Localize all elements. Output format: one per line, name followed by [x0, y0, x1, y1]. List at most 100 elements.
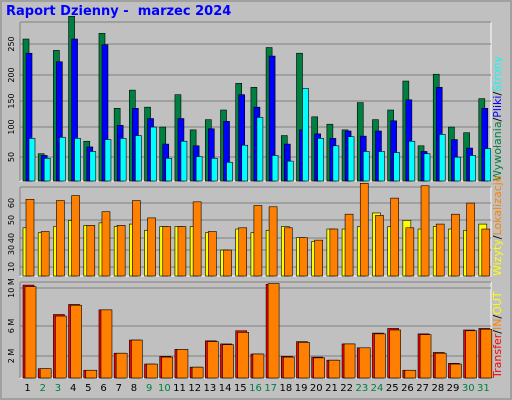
top-tick-label: 250	[7, 36, 16, 51]
bottom-bar-in	[207, 341, 219, 379]
x-tick-label: 1	[24, 383, 30, 394]
middle-bar-lokalizacje	[329, 228, 339, 277]
top-bar-strony	[89, 151, 97, 182]
top-bar-strony	[286, 160, 294, 182]
middle-bar-lokalizacje	[435, 223, 445, 277]
middle-bar-lokalizacje	[86, 225, 96, 277]
middle-bar-lokalizacje	[314, 239, 323, 277]
bottom-bar-in	[358, 347, 371, 379]
middle-tick-label: 60	[7, 198, 16, 208]
middle-tick-label: 30	[7, 245, 16, 255]
middle-bar-lokalizacje	[283, 227, 293, 277]
middle-bar-lokalizacje	[56, 200, 65, 277]
bottom-tick-label: 2 M	[7, 349, 16, 364]
middle-bar-lokalizacje	[420, 185, 430, 277]
top-bar-strony	[438, 134, 446, 182]
x-tick-label: 29	[447, 383, 460, 394]
bottom-bar-in	[222, 344, 234, 379]
x-tick-label: 16	[249, 383, 262, 394]
bottom-bar-in	[313, 357, 325, 379]
top-bar-strony	[119, 138, 127, 182]
bottom-bar-in	[176, 349, 189, 379]
x-tick-label: 18	[280, 383, 293, 394]
top-bar-strony	[241, 144, 249, 182]
bottom-bar-in	[465, 330, 477, 379]
legend-entry: /	[491, 315, 504, 319]
middle-bar-lokalizacje	[405, 227, 415, 277]
x-tick-label: 30	[462, 383, 475, 394]
legend-entry: /	[491, 117, 504, 121]
bottom-bar-in	[70, 304, 82, 379]
legend-entry: IN	[491, 319, 504, 330]
bottom-bar-in	[191, 366, 204, 379]
bottom-bar-in	[55, 315, 67, 379]
x-tick-label: 21	[325, 383, 338, 394]
bottom-bar-in	[115, 352, 128, 379]
bottom-bar-in	[389, 329, 401, 379]
x-tick-label: 24	[371, 383, 384, 394]
middle-bar-lokalizacje	[238, 227, 248, 277]
bottom-bar-in	[343, 343, 356, 379]
middle-bar-lokalizacje	[25, 199, 35, 277]
bottom-bar-in	[450, 363, 462, 379]
legend-entry: Lokalizacje	[491, 175, 504, 235]
middle-bar-lokalizacje	[40, 231, 50, 277]
top-bar-strony	[332, 145, 340, 182]
x-tick-label: 31	[477, 383, 490, 394]
x-tick-label: 22	[340, 383, 353, 394]
x-tick-label: 10	[158, 383, 171, 394]
top-tick-label: 200	[7, 67, 16, 82]
bottom-tick-label: 10 M	[7, 278, 16, 298]
top-bar-strony	[74, 138, 81, 182]
middle-bar-lokalizacje	[162, 226, 172, 277]
middle-bar-lokalizacje	[71, 195, 80, 277]
bottom-bar-in	[39, 368, 52, 379]
bottom-bar-in	[252, 353, 265, 379]
bottom-legend: Transfer/IN/OUT	[491, 291, 504, 379]
x-tick-label: 15	[234, 383, 247, 394]
top-bar-strony	[271, 155, 279, 182]
middle-legend: Wizyty/Lokalizacje	[491, 175, 504, 276]
top-bar-strony	[347, 136, 355, 182]
middle-bar-lokalizacje	[268, 206, 278, 277]
x-tick-label: 25	[386, 383, 399, 394]
bottom-bar-in	[404, 369, 417, 379]
legend-entry: Transfer	[491, 333, 504, 379]
top-bar-strony	[393, 152, 400, 182]
x-tick-label: 3	[55, 383, 61, 394]
top-bar-strony	[28, 138, 36, 182]
top-bar-strony	[423, 153, 431, 182]
middle-tick-label: 10	[7, 262, 16, 272]
bottom-bar-in	[24, 286, 37, 379]
top-bar-strony	[378, 151, 385, 182]
x-tick-label: 26	[401, 383, 414, 394]
bottom-bar-in	[237, 332, 250, 379]
bottom-bar-in	[480, 328, 493, 379]
middle-bar-lokalizacje	[208, 231, 217, 277]
legend-entry: /	[491, 235, 504, 239]
bottom-bar-in	[85, 369, 98, 379]
top-bar-strony	[135, 135, 142, 182]
report-title: Raport Dzienny - marzec 2024	[6, 4, 232, 19]
middle-bar-lokalizacje	[177, 226, 187, 277]
middle-bar-lokalizacje	[253, 205, 263, 277]
top-bar-strony	[180, 140, 188, 182]
bottom-bar-in	[374, 333, 386, 379]
top-bar-strony	[59, 136, 66, 182]
bottom-bar-in	[146, 363, 158, 379]
x-tick-label: 17	[264, 383, 277, 394]
top-legend: Wywołania/Pliki/Strony	[491, 56, 504, 181]
top-tick-label: 100	[7, 119, 16, 134]
x-tick-label: 4	[70, 383, 76, 394]
top-bar-strony	[454, 156, 461, 182]
x-tick-label: 8	[131, 383, 137, 394]
top-bar-strony	[226, 161, 233, 182]
x-tick-label: 7	[116, 383, 122, 394]
middle-bar-lokalizacje	[359, 182, 369, 277]
middle-bar-lokalizacje	[344, 213, 354, 277]
middle-bar-lokalizacje	[192, 201, 202, 277]
top-bar-strony	[43, 157, 51, 182]
bottom-bar-in	[419, 334, 432, 379]
legend-entry: Wizyty	[491, 239, 504, 276]
